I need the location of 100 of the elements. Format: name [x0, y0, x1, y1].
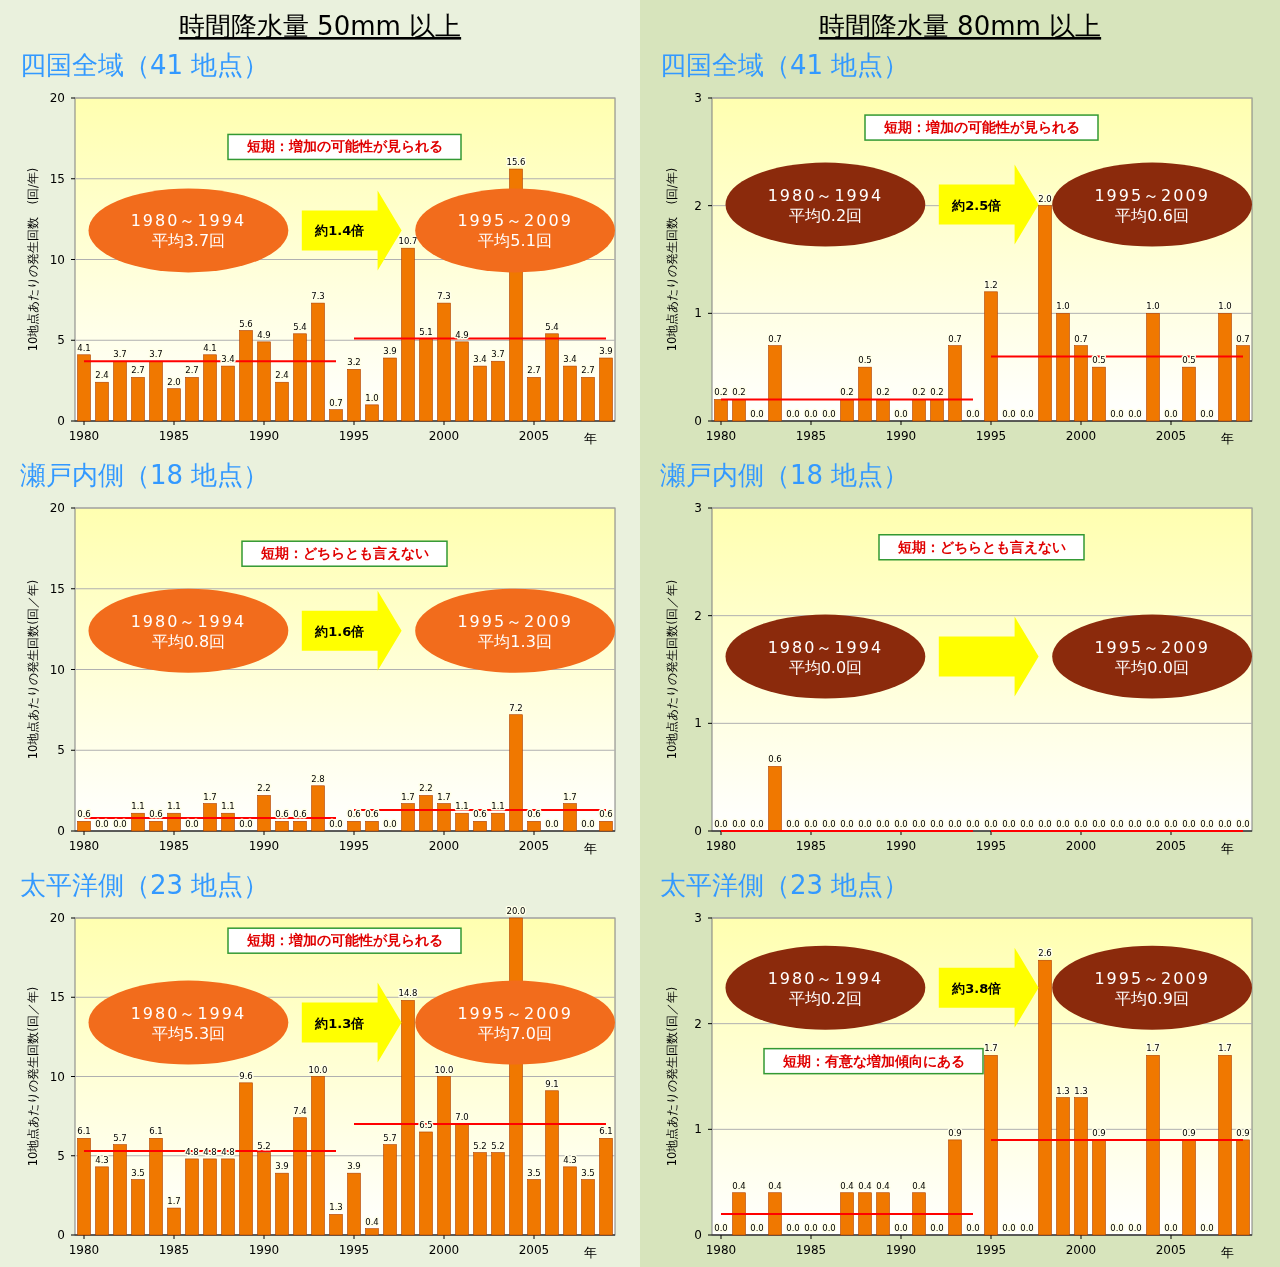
bar — [473, 1152, 487, 1236]
x-tick-label: 2000 — [1065, 1243, 1097, 1257]
data-label: 6.1 — [149, 1126, 163, 1137]
y-tick-label: 0 — [694, 1228, 702, 1242]
data-label: 0.0 — [1020, 409, 1034, 419]
data-label: 0.0 — [1146, 819, 1160, 829]
x-tick-label: 1995 — [338, 839, 370, 853]
data-label: 0.0 — [840, 819, 854, 829]
data-label: 2.7 — [185, 365, 199, 376]
bar — [1146, 1055, 1160, 1236]
annotation: 短期：どちらとも言えない — [260, 545, 429, 562]
bar — [329, 1214, 343, 1236]
data-label: 0.0 — [786, 1223, 800, 1233]
data-label: 6.1 — [77, 1126, 91, 1137]
data-label: 0.0 — [1218, 819, 1232, 829]
data-label: 1.1 — [167, 801, 181, 812]
bar — [563, 803, 577, 832]
data-label: 3.5 — [527, 1167, 541, 1178]
data-label: 0.0 — [1128, 409, 1142, 419]
data-label: 0.0 — [1128, 819, 1142, 829]
y-tick-label: 3 — [694, 501, 702, 515]
data-label: 0.6 — [275, 809, 289, 820]
bar — [293, 821, 307, 832]
data-label: 0.0 — [894, 1223, 908, 1233]
bar — [1074, 345, 1088, 422]
annotation: 平均0.0回 — [788, 657, 863, 677]
data-label: 2.0 — [167, 376, 181, 387]
x-tick-label: 1985 — [158, 1243, 190, 1257]
data-label: 1.7 — [203, 791, 217, 802]
bar — [984, 291, 998, 422]
bar — [239, 1082, 253, 1236]
x-tick-label: 1995 — [975, 1243, 1007, 1257]
bar — [203, 803, 217, 832]
data-label: 0.4 — [858, 1180, 872, 1191]
bar — [527, 1179, 541, 1236]
x-tick-label: 2000 — [1065, 839, 1097, 853]
x-axis-title: 年 — [583, 1245, 597, 1260]
bar — [1038, 959, 1052, 1236]
bar — [948, 345, 962, 422]
y-tick-label: 0 — [694, 414, 702, 428]
annotation: 1980～1994 — [130, 1003, 247, 1023]
bar — [203, 354, 217, 422]
bar — [149, 821, 163, 832]
x-tick-label: 1990 — [248, 1243, 280, 1257]
x-tick-label: 2005 — [1155, 839, 1187, 853]
bar — [347, 1172, 361, 1236]
y-axis-title: 10地点あたりの発生回数(回／年) — [26, 986, 40, 1167]
data-label: 0.0 — [1110, 409, 1124, 419]
data-label: 0.2 — [732, 387, 746, 398]
bar — [437, 803, 451, 832]
chart-subtitle: 時間降水量 50mm 以上 — [178, 11, 462, 41]
x-tick-label: 1980 — [705, 1243, 737, 1257]
data-label: 0.6 — [473, 809, 487, 820]
x-axis-title: 年 — [583, 431, 597, 446]
chart-title: 四国全域（41 地点） — [20, 50, 270, 80]
bar — [131, 377, 145, 422]
data-label: 1.7 — [1146, 1043, 1160, 1054]
data-label: 3.9 — [383, 346, 397, 357]
bar — [1038, 205, 1052, 422]
data-label: 4.1 — [77, 342, 91, 353]
data-label: 0.0 — [239, 819, 253, 829]
y-tick-label: 0 — [694, 824, 702, 838]
data-label: 5.2 — [473, 1140, 487, 1151]
data-label: 0.0 — [822, 1223, 836, 1233]
annotation: 平均1.3回 — [478, 631, 552, 651]
data-label: 0.0 — [894, 819, 908, 829]
bar — [185, 377, 199, 422]
data-label: 2.6 — [1038, 948, 1052, 959]
annotation: 平均0.6回 — [1115, 205, 1189, 225]
bar — [275, 1172, 289, 1236]
annotation: 約1.3倍 — [314, 1015, 365, 1031]
bar — [257, 795, 271, 832]
bar — [95, 381, 109, 422]
data-label: 10.7 — [398, 236, 418, 247]
x-tick-label: 1990 — [248, 429, 280, 443]
x-tick-label: 2005 — [1155, 1243, 1187, 1257]
data-label: 0.4 — [768, 1180, 782, 1191]
bar — [347, 369, 361, 422]
annotation: 1995～2009 — [457, 1003, 573, 1023]
data-label: 5.7 — [113, 1132, 127, 1143]
annotation: 約3.8倍 — [951, 980, 1002, 996]
bar — [1182, 366, 1196, 422]
bar — [221, 365, 235, 422]
bar — [984, 1055, 998, 1236]
bar — [930, 399, 944, 422]
data-label: 0.6 — [293, 809, 307, 820]
data-label: 0.0 — [804, 409, 818, 419]
data-label: 1.0 — [1218, 301, 1232, 312]
x-tick-label: 1985 — [795, 1243, 827, 1257]
data-label: 0.7 — [329, 397, 343, 408]
bar — [185, 1158, 199, 1236]
data-label: 3.7 — [491, 349, 505, 360]
annotation: 短期：増加の可能性が見られる — [246, 138, 443, 155]
data-label: 2.2 — [257, 783, 271, 794]
data-label: 0.0 — [966, 409, 980, 419]
x-tick-label: 2005 — [518, 429, 550, 443]
bar — [473, 821, 487, 832]
data-label: 3.7 — [149, 349, 163, 360]
x-tick-label: 1980 — [705, 839, 737, 853]
data-label: 0.0 — [876, 819, 890, 829]
